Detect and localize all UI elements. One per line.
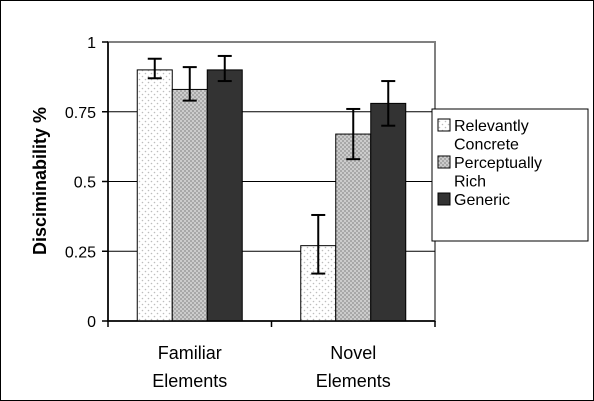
bar (171, 88, 208, 322)
legend-label: Generic (454, 192, 510, 209)
legend-swatch (437, 118, 451, 132)
y-tick-label: 0.75 (65, 105, 96, 122)
x-category-label: Novel (330, 343, 376, 363)
x-category-label: Elements (152, 371, 227, 391)
bar (206, 69, 243, 322)
y-tick-label: 0.25 (65, 244, 96, 261)
y-tick-label: 0.5 (74, 175, 96, 192)
y-axis-label: Disciminability % (30, 107, 50, 255)
legend-box (431, 108, 589, 242)
legend-label: Rich (454, 174, 486, 191)
legend-label: Perceptually (454, 155, 542, 172)
error-bars (147, 54, 396, 275)
bar (370, 102, 407, 322)
x-category-label: Elements (316, 371, 391, 391)
bar (335, 133, 372, 322)
x-category-labels: Familiar Elements Novel Elements (152, 343, 391, 391)
x-tick-marks (107, 321, 436, 327)
y-tick-label: 0 (87, 314, 96, 331)
bars (136, 69, 407, 322)
legend-label: Relevantly (454, 118, 529, 135)
y-tick-labels: 0 0.25 0.5 0.75 1 (65, 35, 96, 331)
legend-swatch (437, 155, 451, 169)
x-category-label: Familiar (158, 343, 222, 363)
legend-label: Concrete (454, 137, 519, 154)
y-tick-label: 1 (87, 35, 96, 52)
bar (136, 69, 173, 322)
legend-swatch (437, 192, 451, 206)
